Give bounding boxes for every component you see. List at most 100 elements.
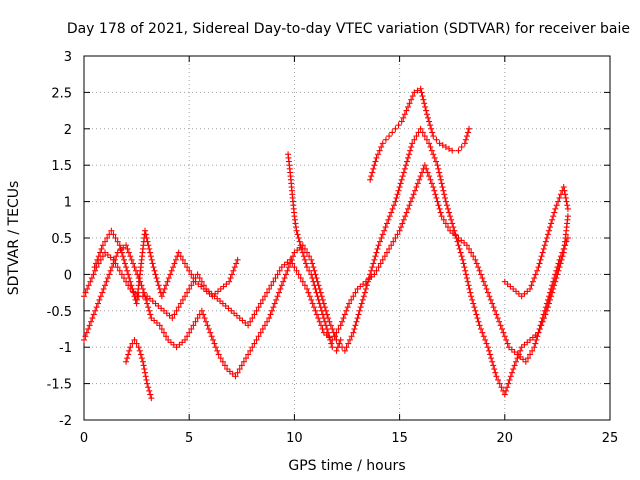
- data-point-fill: [394, 191, 401, 198]
- data-point-fill: [421, 100, 428, 107]
- data-point-fill: [147, 249, 154, 256]
- data-point-fill: [483, 340, 490, 347]
- data-point-fill: [228, 271, 235, 278]
- data-point-fill: [528, 282, 535, 289]
- data-point-fill: [284, 267, 291, 274]
- data-point-fill: [424, 169, 431, 176]
- data-point-fill: [90, 271, 97, 278]
- data-point-fill: [412, 187, 419, 194]
- data-point-fill: [506, 376, 513, 383]
- data-point-fill: [557, 253, 564, 260]
- data-points: [81, 85, 571, 402]
- data-point-fill: [352, 322, 359, 329]
- data-point-fill: [406, 100, 413, 107]
- data-point-fill: [534, 333, 541, 340]
- data-point-fill: [120, 256, 127, 263]
- data-point-fill: [231, 264, 238, 271]
- data-point-fill: [368, 173, 375, 180]
- data-point-fill: [155, 282, 162, 289]
- data-point-fill: [319, 311, 326, 318]
- data-point-fill: [97, 249, 104, 256]
- data-point-fill: [293, 267, 300, 274]
- data-point-fill: [438, 180, 445, 187]
- data-point-fill: [377, 260, 384, 267]
- data-point-fill: [395, 187, 402, 194]
- data-point-fill: [315, 296, 322, 303]
- data-point-fill: [179, 296, 186, 303]
- data-point-fill: [408, 96, 415, 103]
- y-axis-title: SDTVAR / TECUs: [6, 181, 22, 296]
- data-point: [177, 300, 184, 307]
- data-point: [308, 256, 315, 263]
- data-point-fill: [490, 362, 497, 369]
- data-point-fill: [363, 282, 370, 289]
- data-point-fill: [433, 194, 440, 201]
- chart-title: Day 178 of 2021, Sidereal Day-to-day VTE…: [67, 21, 630, 37]
- data-point-fill: [120, 275, 127, 282]
- data-point: [411, 89, 418, 96]
- data-point-fill: [381, 253, 388, 260]
- axis-ticks: [83, 55, 611, 421]
- data-point-fill: [407, 147, 414, 154]
- x-tick-labels: 0 5 10 15 20 25: [80, 431, 618, 446]
- data-point: [388, 242, 395, 249]
- data-point-fill: [372, 158, 379, 165]
- data-point-fill: [317, 304, 324, 311]
- data-point-fill: [370, 260, 377, 267]
- data-point-fill: [112, 235, 119, 241]
- data-point: [436, 140, 443, 147]
- data-point-fill: [247, 318, 254, 325]
- data-point-fill: [274, 271, 281, 278]
- data-point: [116, 242, 123, 249]
- data-point-fill: [553, 202, 560, 209]
- data-point-fill: [545, 293, 552, 300]
- data-point-fill: [285, 264, 292, 271]
- data-point-fill: [82, 333, 89, 340]
- data-point: [81, 293, 87, 300]
- data-point: [253, 307, 260, 314]
- data-point-fill: [340, 315, 347, 322]
- data-point-fill: [368, 267, 375, 274]
- data-point-fill: [422, 103, 429, 110]
- data-point-fill: [142, 231, 149, 238]
- data-point: [240, 358, 247, 365]
- data-point-fill: [460, 260, 467, 267]
- data-point-fill: [496, 318, 503, 325]
- data-point: [304, 264, 311, 271]
- data-point-fill: [278, 282, 285, 289]
- data-point: [144, 380, 151, 387]
- data-point: [312, 285, 319, 292]
- data-point: [97, 293, 104, 300]
- data-point-fill: [500, 329, 507, 336]
- data-point-fill: [94, 256, 101, 263]
- data-point-fill: [201, 315, 208, 322]
- data-point-fill: [181, 260, 188, 267]
- data-point: [459, 256, 466, 263]
- data-point-fill: [124, 245, 131, 252]
- data-point: [472, 256, 479, 263]
- data-point: [81, 336, 87, 343]
- data-point-fill: [85, 282, 92, 289]
- data-point-fill: [433, 136, 440, 143]
- data-point-fill: [487, 351, 494, 358]
- data-point-fill: [462, 267, 469, 274]
- data-point: [375, 242, 382, 249]
- data-point-fill: [289, 260, 296, 267]
- plot-frame: [83, 55, 611, 421]
- data-point: [489, 300, 496, 307]
- data-point-fill: [171, 260, 178, 267]
- data-point-fill: [243, 355, 250, 362]
- data-point-fill: [375, 264, 382, 271]
- data-point-fill: [126, 275, 133, 282]
- data-point-fill: [145, 384, 152, 391]
- data-point-fill: [435, 202, 442, 209]
- data-point-fill: [302, 260, 309, 267]
- data-point: [234, 256, 241, 263]
- data-point-fill: [110, 231, 117, 238]
- data-point-fill: [440, 187, 447, 194]
- data-point-fill: [389, 129, 396, 136]
- data-point-fill: [536, 260, 543, 267]
- data-point-fill: [400, 114, 407, 121]
- data-point: [329, 344, 336, 351]
